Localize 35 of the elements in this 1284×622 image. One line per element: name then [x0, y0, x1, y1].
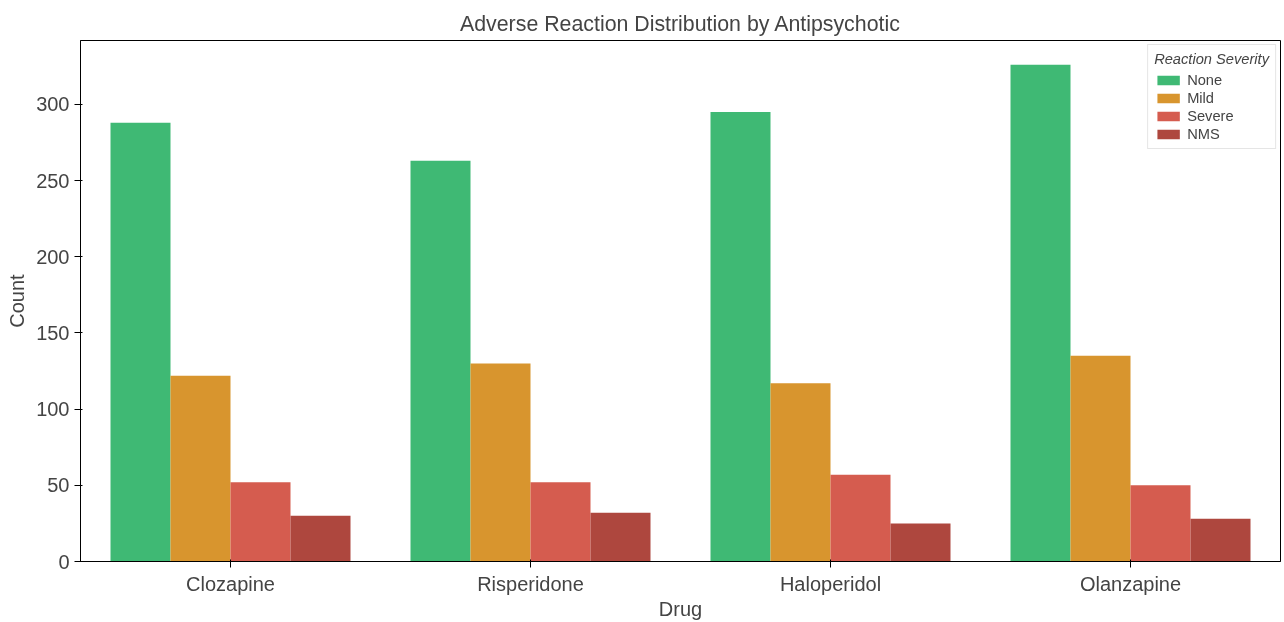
x-axis-title: Drug: [658, 597, 703, 620]
y-tick-label: 250: [36, 169, 70, 192]
bar: [290, 515, 351, 562]
legend-label: None: [1187, 72, 1223, 88]
y-tick-label: 50: [47, 474, 70, 497]
bar: [1130, 485, 1191, 562]
bar: [1010, 64, 1071, 562]
x-tick-label: Risperidone: [477, 572, 584, 595]
x-tick-label: Olanzapine: [1079, 572, 1182, 595]
bar: [590, 512, 651, 562]
legend-title: Reaction Severity: [1154, 51, 1269, 67]
x-tick-label: Haloperidol: [779, 572, 882, 595]
legend-label: Severe: [1187, 108, 1234, 124]
bar: [470, 363, 531, 562]
bar: [530, 482, 591, 562]
y-tick-label: 200: [36, 245, 70, 268]
y-tick-label: 0: [58, 550, 70, 573]
bar: [830, 474, 891, 562]
bar: [710, 112, 771, 562]
legend-label: Mild: [1187, 90, 1214, 106]
bar: [1070, 355, 1131, 562]
bar: [1190, 518, 1251, 562]
bar: [230, 482, 291, 562]
bar: [890, 523, 951, 562]
bar: [110, 122, 171, 562]
bar: [770, 383, 831, 562]
bar: [410, 160, 471, 562]
y-tick-label: 300: [36, 93, 70, 116]
y-tick-label: 100: [36, 398, 70, 421]
legend-label: NMS: [1187, 126, 1220, 142]
y-axis-title: Count: [6, 273, 29, 328]
bar: [170, 375, 231, 562]
x-tick-label: Clozapine: [186, 572, 275, 595]
y-tick-label: 150: [36, 321, 70, 344]
chart-title: Adverse Reaction Distribution by Antipsychotic: [460, 11, 901, 36]
